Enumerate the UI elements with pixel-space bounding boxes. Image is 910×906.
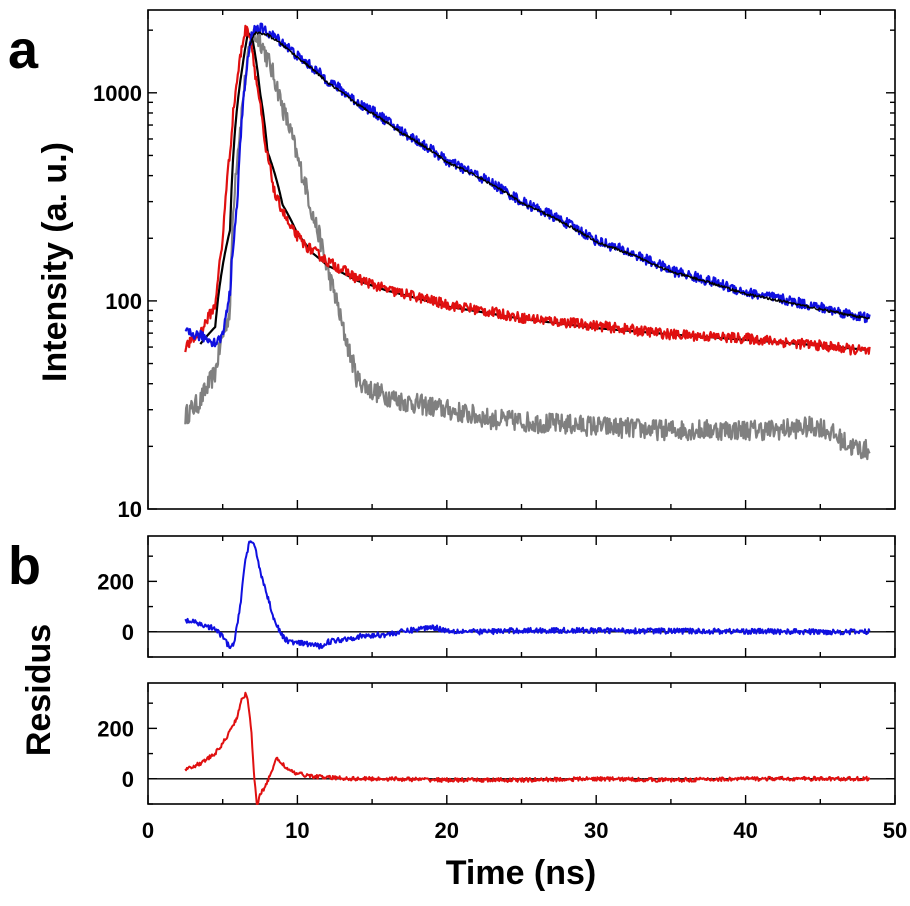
x-tick-labels: 0 10 20 30 40 50: [142, 818, 907, 843]
y-tick-label: 100: [105, 289, 142, 314]
panel-a-ticks: [147, 10, 896, 510]
x-tick-label: 40: [733, 818, 757, 843]
y-tick-label: 200: [97, 569, 134, 594]
y-axis-title-residus: Residus: [20, 624, 58, 756]
panel-a-y-tick-labels: 10 100 1000: [93, 81, 142, 522]
panel-b-residual-blue: 0 200: [97, 535, 896, 658]
panel-b-top-y-tick-labels: 0 200: [97, 569, 134, 644]
panel-b-bottom-ticks: [147, 683, 896, 805]
intensity-series-line: [248, 31, 870, 320]
panel-b-residual-red: 0 200 0 10 20 30 40 50: [97, 682, 907, 843]
panel-b-bottom-series: [184, 691, 871, 805]
x-tick-label: 0: [142, 818, 154, 843]
panel-b-letter: b: [8, 536, 41, 596]
panel-b-top-ticks: [147, 536, 896, 658]
y-tick-label: 0: [122, 620, 134, 645]
panel-b-bottom-y-tick-labels: 0 200: [97, 716, 134, 791]
y-tick-label: 1000: [93, 81, 142, 106]
y-tick-label: 200: [97, 716, 134, 741]
x-axis-title-time: Time (ns): [446, 854, 597, 892]
x-tick-label: 30: [584, 818, 608, 843]
residual-series-line: [184, 540, 871, 650]
panel-b-top-series: [184, 540, 871, 650]
x-tick-label: 50: [883, 818, 907, 843]
intensity-series-line: [199, 32, 870, 352]
x-tick-label: 20: [435, 818, 459, 843]
intensity-series-line: [184, 28, 871, 461]
y-tick-label: 0: [122, 767, 134, 792]
panel-a-series: [184, 22, 871, 461]
y-axis-title-intensity: Intensity (a. u.): [36, 142, 74, 382]
panel-a-intensity: 10 100 1000 Intensity (a. u.): [36, 9, 896, 522]
intensity-series-line: [184, 24, 871, 356]
residual-series-line: [184, 691, 871, 805]
panel-b-top-frame: [147, 535, 896, 658]
panel-a-letter: a: [8, 20, 39, 80]
x-tick-label: 10: [285, 818, 309, 843]
panel-b-bottom-frame: [147, 682, 896, 805]
intensity-series-line: [184, 22, 871, 348]
y-tick-label: 10: [118, 497, 142, 522]
